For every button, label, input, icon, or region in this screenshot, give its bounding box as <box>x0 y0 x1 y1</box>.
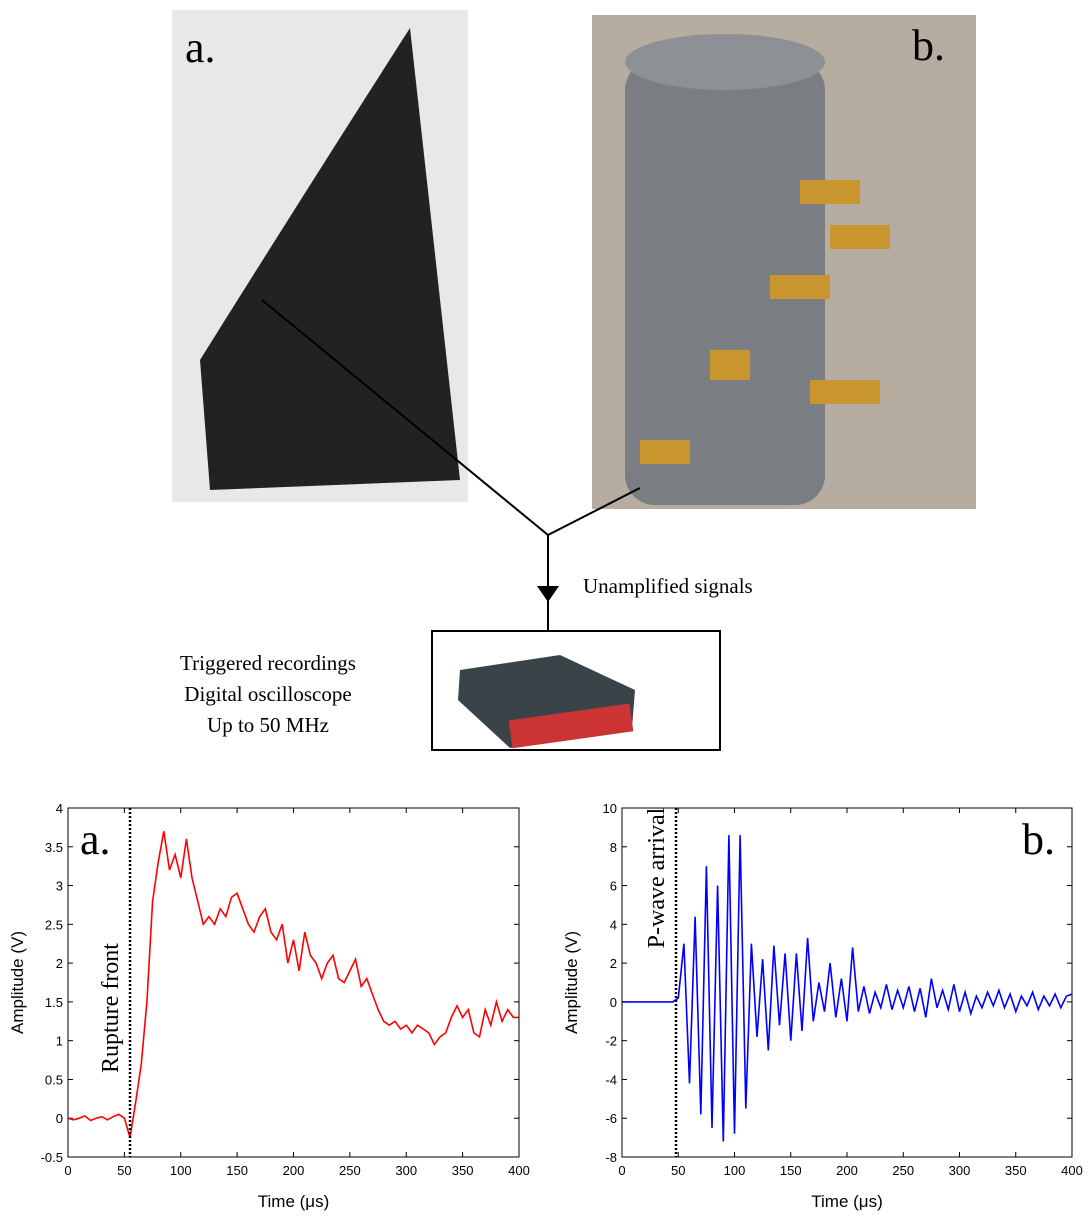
y-tick-label: 3 <box>56 879 63 894</box>
x-tick-label: 50 <box>117 1163 131 1178</box>
y-tick-label: 10 <box>603 801 617 816</box>
x-tick-label: 100 <box>170 1163 192 1178</box>
y-tick-label: 4 <box>56 801 63 816</box>
y-tick-label: 1.5 <box>45 995 63 1010</box>
x-tick-label: 250 <box>339 1163 361 1178</box>
x-tick-label: 250 <box>892 1163 914 1178</box>
x-tick-label: 350 <box>452 1163 474 1178</box>
y-tick-label: 0 <box>610 995 617 1010</box>
y-tick-label: 3.5 <box>45 840 63 855</box>
y-tick-label: 0.5 <box>45 1072 63 1087</box>
y-tick-label: 0 <box>56 1111 63 1126</box>
data-line <box>68 831 519 1137</box>
y-axis-label: Amplitude (V) <box>8 931 27 1034</box>
specimen-top <box>625 34 825 90</box>
photo-label: b. <box>912 21 945 70</box>
x-tick-label: 200 <box>836 1163 858 1178</box>
x-tick-label: 300 <box>949 1163 971 1178</box>
y-tick-label: 2 <box>56 956 63 971</box>
panel-label: b. <box>1022 815 1055 864</box>
x-tick-label: 300 <box>395 1163 417 1178</box>
panel-label: a. <box>80 815 111 864</box>
y-tick-label: 6 <box>610 879 617 894</box>
y-tick-label: -8 <box>605 1150 617 1165</box>
y-tick-label: -4 <box>605 1072 617 1087</box>
device-text: Triggered recordings <box>180 651 356 675</box>
y-tick-label: 1 <box>56 1034 63 1049</box>
signal-label: Unamplified signals <box>583 574 753 598</box>
y-tick-label: -2 <box>605 1034 617 1049</box>
y-tick-label: 4 <box>610 917 617 932</box>
device-text: Digital oscilloscope <box>184 682 351 706</box>
x-tick-label: 100 <box>724 1163 746 1178</box>
x-tick-label: 200 <box>283 1163 305 1178</box>
y-tick-label: 2 <box>610 956 617 971</box>
annotation: Rupture front <box>98 943 124 1073</box>
x-tick-label: 50 <box>671 1163 685 1178</box>
figure: a. b. Unamplified signals Triggered reco… <box>0 0 1091 1217</box>
photo-label: a. <box>185 23 216 72</box>
x-tick-label: 0 <box>64 1163 71 1178</box>
data-line <box>622 835 1072 1141</box>
y-tick-label: 8 <box>610 840 617 855</box>
plot-frame <box>622 808 1072 1157</box>
arrow-head <box>537 586 559 602</box>
y-tick-label: -6 <box>605 1111 617 1126</box>
y-tick-label: 2.5 <box>45 917 63 932</box>
x-tick-label: 150 <box>226 1163 248 1178</box>
y-tick-label: -0.5 <box>41 1150 63 1165</box>
x-tick-label: 0 <box>618 1163 625 1178</box>
x-axis-label: Time (μs) <box>811 1192 883 1211</box>
x-axis-label: Time (μs) <box>258 1192 330 1211</box>
x-tick-label: 400 <box>508 1163 530 1178</box>
y-axis-label: Amplitude (V) <box>562 931 581 1034</box>
annotation: P-wave arrival <box>644 807 670 948</box>
x-tick-label: 350 <box>1005 1163 1027 1178</box>
x-tick-label: 150 <box>780 1163 802 1178</box>
x-tick-label: 400 <box>1061 1163 1083 1178</box>
device-text: Up to 50 MHz <box>207 713 329 737</box>
